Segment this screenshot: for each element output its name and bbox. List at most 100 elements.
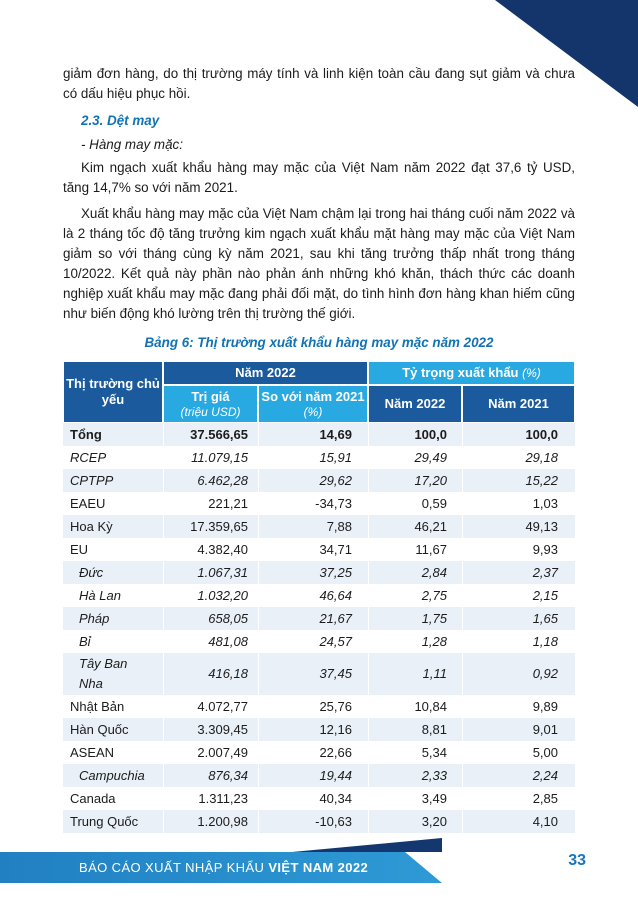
market-label: Tổng — [70, 426, 102, 442]
table-body: Tổng 37.566,65 14,69 100,0 100,0 RCEP 11.079,1… — [63, 423, 575, 833]
table-row: CPTPP 6.462,28 29,62 17,20 15,22 — [63, 469, 575, 492]
value-cell: 876,34 — [163, 764, 258, 787]
header-tri-gia: Trị giá (triệu USD) — [163, 385, 258, 423]
table-row: RCEP 11.079,15 15,91 29,49 29,18 — [63, 446, 575, 469]
export-markets-table: Thị trường chủ yếu Năm 2022 Tỷ trọng xuấ… — [63, 361, 575, 833]
value-cell: 1,18 — [462, 630, 575, 653]
value-cell: 29,18 — [462, 446, 575, 469]
value-cell: 3,49 — [368, 787, 462, 810]
value-cell: 11,67 — [368, 538, 462, 561]
value-cell: 1,65 — [462, 607, 575, 630]
table-row: EU 4.382,40 34,71 11,67 9,93 — [63, 538, 575, 561]
value-cell: 2,24 — [462, 764, 575, 787]
header-group-nam-2022: Năm 2022 — [163, 361, 368, 385]
value-cell: 658,05 — [163, 607, 258, 630]
page-content: giảm đơn hàng, do thị trường máy tính và… — [63, 64, 575, 833]
table-row: Bỉ 481,08 24,57 1,28 1,18 — [63, 630, 575, 653]
header-nam-2021: Năm 2021 — [462, 385, 575, 423]
market-label: Pháp — [79, 610, 110, 626]
value-cell: 4,10 — [462, 810, 575, 833]
value-cell: 0,59 — [368, 492, 462, 515]
value-cell: 2.007,49 — [163, 741, 258, 764]
market-label: Trung Quốc — [70, 813, 139, 829]
header-tri-gia-unit: (triệu USD) — [180, 405, 241, 419]
table-row: Nhật Bản 4.072,77 25,76 10,84 9,89 — [63, 695, 575, 718]
value-cell: 37,25 — [258, 561, 368, 584]
value-cell: 1.067,31 — [163, 561, 258, 584]
value-cell: 24,57 — [258, 630, 368, 653]
value-cell: 19,44 — [258, 764, 368, 787]
header-group-ty-trong: Tỷ trọng xuất khẩu (%) — [368, 361, 575, 385]
value-cell: 37.566,65 — [163, 423, 258, 446]
value-cell: 1.032,20 — [163, 584, 258, 607]
value-cell: 37,45 — [258, 653, 368, 695]
value-cell: 46,21 — [368, 515, 462, 538]
value-cell: 3,20 — [368, 810, 462, 833]
value-cell: -34,73 — [258, 492, 368, 515]
value-cell: 3.309,45 — [163, 718, 258, 741]
table-row: Hàn Quốc 3.309,45 12,16 8,81 9,01 — [63, 718, 575, 741]
header-nam-2022: Năm 2022 — [368, 385, 462, 423]
value-cell: 1,03 — [462, 492, 575, 515]
header-group-ty-trong-label: Tỷ trọng xuất khẩu — [402, 365, 519, 380]
value-cell: 2,37 — [462, 561, 575, 584]
value-cell: 1,11 — [368, 653, 462, 695]
value-cell: -10,63 — [258, 810, 368, 833]
value-cell: 4.072,77 — [163, 695, 258, 718]
footer-report-title: BÁO CÁO XUẤT NHẬP KHẨU VIỆT NAM 2022 — [79, 860, 368, 875]
value-cell: 0,92 — [462, 653, 575, 695]
value-cell: 1,28 — [368, 630, 462, 653]
table-caption: Bảng 6: Thị trường xuất khẩu hàng may mặ… — [144, 335, 494, 350]
market-label: ASEAN — [70, 744, 115, 760]
market-label: Nhật Bản — [70, 698, 125, 714]
table-row: ASEAN 2.007,49 22,66 5,34 5,00 — [63, 741, 575, 764]
value-cell: 4.382,40 — [163, 538, 258, 561]
table-row: Campuchia 876,34 19,44 2,33 2,24 — [63, 764, 575, 787]
value-cell: 221,21 — [163, 492, 258, 515]
value-cell: 46,64 — [258, 584, 368, 607]
value-cell: 8,81 — [368, 718, 462, 741]
footer-dark-ribbon — [292, 838, 442, 852]
header-so-voi-2021-label: So với năm 2021 — [261, 389, 365, 404]
body-paragraph: Xuất khẩu hàng may mặc của Việt Nam chậm… — [63, 206, 575, 321]
market-label: RCEP — [70, 449, 107, 465]
value-cell: 11.079,15 — [163, 446, 258, 469]
value-cell: 9,01 — [462, 718, 575, 741]
table-row: Tổng 37.566,65 14,69 100,0 100,0 — [63, 423, 575, 446]
value-cell: 21,67 — [258, 607, 368, 630]
table-row: Pháp 658,05 21,67 1,75 1,65 — [63, 607, 575, 630]
body-paragraph: Kim ngạch xuất khẩu hàng may mặc của Việ… — [63, 160, 575, 195]
value-cell: 15,22 — [462, 469, 575, 492]
header-so-voi-2021: So với năm 2021 (%) — [258, 385, 368, 423]
market-label: EAEU — [70, 495, 106, 511]
body-paragraph: giảm đơn hàng, do thị trường máy tính và… — [63, 66, 575, 101]
header-group-ty-trong-unit: (%) — [522, 366, 541, 380]
section-heading: 2.3. Dệt may — [81, 113, 160, 128]
header-so-voi-2021-unit: (%) — [303, 405, 323, 419]
value-cell: 7,88 — [258, 515, 368, 538]
header-market-column: Thị trường chủ yếu — [63, 361, 163, 423]
market-label: Bỉ — [79, 633, 91, 649]
market-label: Tây Ban Nha — [79, 656, 128, 691]
page-number: 33 — [568, 852, 586, 869]
market-label: Đức — [79, 564, 104, 580]
value-cell: 34,71 — [258, 538, 368, 561]
table-row: Trung Quốc 1.200,98 -10,63 3,20 4,10 — [63, 810, 575, 833]
value-cell: 5,34 — [368, 741, 462, 764]
value-cell: 40,34 — [258, 787, 368, 810]
value-cell: 9,93 — [462, 538, 575, 561]
value-cell: 9,89 — [462, 695, 575, 718]
table-row: EAEU 221,21 -34,73 0,59 1,03 — [63, 492, 575, 515]
value-cell: 2,85 — [462, 787, 575, 810]
value-cell: 1.311,23 — [163, 787, 258, 810]
sub-item-heading: - Hàng may mặc: — [81, 137, 183, 152]
market-label: Hoa Kỳ — [70, 518, 113, 534]
value-cell: 1.200,98 — [163, 810, 258, 833]
market-label: Campuchia — [79, 767, 145, 783]
table-row: Hà Lan 1.032,20 46,64 2,75 2,15 — [63, 584, 575, 607]
value-cell: 5,00 — [462, 741, 575, 764]
table-header: Thị trường chủ yếu Năm 2022 Tỷ trọng xuấ… — [63, 361, 575, 423]
footer-title-bold: VIỆT NAM 2022 — [268, 860, 369, 875]
value-cell: 100,0 — [368, 423, 462, 446]
market-label: Hà Lan — [79, 587, 121, 603]
